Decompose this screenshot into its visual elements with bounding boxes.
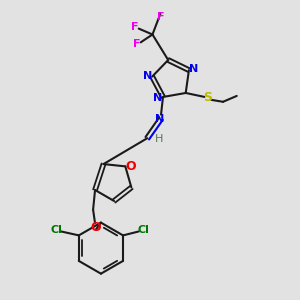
Text: F: F xyxy=(133,39,140,49)
Text: O: O xyxy=(91,221,101,234)
Text: F: F xyxy=(157,12,164,22)
Text: N: N xyxy=(155,114,165,124)
Text: S: S xyxy=(203,92,212,104)
Text: H: H xyxy=(155,134,163,144)
Text: N: N xyxy=(189,64,199,74)
Text: N: N xyxy=(142,70,152,81)
Text: F: F xyxy=(131,22,139,32)
Text: N: N xyxy=(154,93,163,103)
Text: O: O xyxy=(125,160,136,173)
Text: Cl: Cl xyxy=(50,224,62,235)
Text: Cl: Cl xyxy=(138,224,150,235)
